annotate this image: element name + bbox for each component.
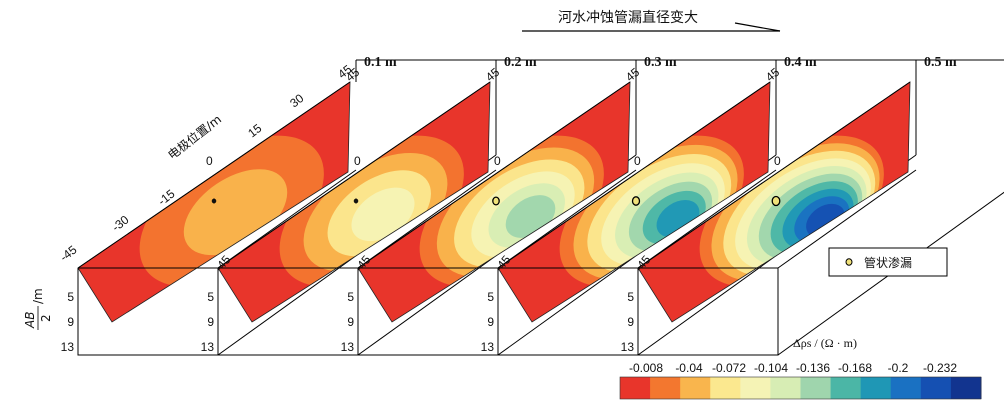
- colorbar-swatch: [950, 377, 982, 399]
- depth-tick: 5: [487, 290, 494, 304]
- pipe-leak-marker-icon: [492, 196, 500, 206]
- panel-diameter-label: 0.2 m: [504, 55, 537, 70]
- depth-tick: 5: [67, 290, 74, 304]
- legend-label: 管状渗漏: [864, 255, 912, 270]
- panel-diameter-label: 0.4 m: [784, 55, 817, 70]
- anomaly-contour: [351, 187, 415, 242]
- colorbar-swatch: [770, 377, 801, 399]
- electrode-tick-45: 45: [763, 65, 782, 85]
- colorbar-swatch: [680, 377, 711, 399]
- colorbar-tick-label: -0.072: [712, 361, 746, 375]
- panel-top-edge: [637, 81, 911, 269]
- colorbar-swatch: [920, 377, 952, 399]
- depth-tick: 5: [627, 290, 634, 304]
- depth-label-denominator: 2: [39, 314, 53, 322]
- depth-label-unit: /m: [31, 288, 45, 304]
- colorbar-tick-label: -0.04: [675, 361, 703, 375]
- electrode-axis-label: 电极位置/m: [165, 111, 224, 162]
- colorbar-tick-label: -0.168: [838, 361, 872, 375]
- electrode-tick-45: 45: [623, 65, 642, 85]
- pipe-leak-marker-icon: [353, 198, 359, 204]
- depth-tick: 5: [347, 290, 354, 304]
- electrode-tick-15: 15: [245, 121, 264, 140]
- colorbar-swatch: [740, 377, 771, 399]
- electrode-tick-0: 0: [206, 154, 213, 168]
- colorbar-swatch: [620, 377, 651, 399]
- colorbar-tick-label: -0.232: [923, 361, 957, 375]
- pipe-leak-marker-icon: [845, 258, 853, 266]
- depth-tick: 13: [621, 340, 635, 354]
- depth-tick: 9: [487, 315, 494, 329]
- colorbar-swatch: [650, 377, 681, 399]
- depth-tick: 9: [207, 315, 214, 329]
- electrode-tick-0: 0: [774, 154, 781, 168]
- colorbar-swatch: [800, 377, 832, 399]
- depth-tick: 13: [61, 340, 75, 354]
- colorbar-border: [619, 376, 982, 400]
- depth-tick: 9: [627, 315, 634, 329]
- colorbar-tick-label: -0.2: [888, 361, 909, 375]
- colorbar-tick-label: -0.008: [629, 361, 663, 375]
- panel-top-edge: [497, 81, 771, 269]
- electrode-tick-0: 0: [494, 154, 501, 168]
- colorbar: Δρs / (Ω · m) -0.008 -0.04 -0.072 -0.104 -0.…: [619, 336, 982, 400]
- colorbar-swatch: [860, 377, 892, 399]
- panel-diameter-label: 0.5 m: [924, 55, 957, 70]
- title-arrow-head: [734, 22, 781, 32]
- electrode-tick-n45: -45: [57, 242, 80, 264]
- pipe-leak-marker-icon: [771, 195, 781, 207]
- depth-label-numerator: AB: [23, 312, 37, 329]
- colorbar-title: Δρs / (Ω · m): [793, 336, 857, 350]
- electrode-tick-0: 0: [354, 154, 361, 168]
- diagram-title: 河水冲蚀管漏直径变大: [558, 9, 698, 26]
- colorbar-tick-label: -0.136: [796, 361, 830, 375]
- depth-tick: 13: [201, 340, 215, 354]
- panel-diameter-label: 0.3 m: [644, 55, 677, 70]
- panel-frame-back: [916, 59, 1004, 61]
- depth-tick: 13: [481, 340, 495, 354]
- colorbar-swatch: [890, 377, 922, 399]
- electrode-tick-n30: -30: [109, 212, 132, 234]
- depth-tick: 13: [341, 340, 355, 354]
- panel-top-edge: [357, 81, 631, 269]
- depth-tick: 9: [67, 315, 74, 329]
- panel-frame-top-diagonal: [777, 169, 917, 269]
- panel-top-edge: [217, 81, 491, 269]
- colorbar-swatch: [830, 377, 862, 399]
- panel-top-edge: [77, 81, 351, 269]
- panel-frame-front: [637, 267, 779, 356]
- depth-axis-label: AB 2 /m: [23, 288, 53, 330]
- panel-diameter-label: 0.1 m: [364, 55, 397, 70]
- pipe-leak-marker-icon: [211, 198, 217, 204]
- electrode-tick-0: 0: [634, 154, 641, 168]
- electrode-tick-45: 45: [483, 65, 502, 85]
- pipe-leak-marker-icon: [631, 196, 641, 206]
- depth-tick: 5: [207, 290, 214, 304]
- colorbar-swatch: [710, 377, 741, 399]
- electrode-tick-30: 30: [287, 91, 306, 110]
- colorbar-tick-label: -0.104: [754, 361, 788, 375]
- depth-tick: 9: [347, 315, 354, 329]
